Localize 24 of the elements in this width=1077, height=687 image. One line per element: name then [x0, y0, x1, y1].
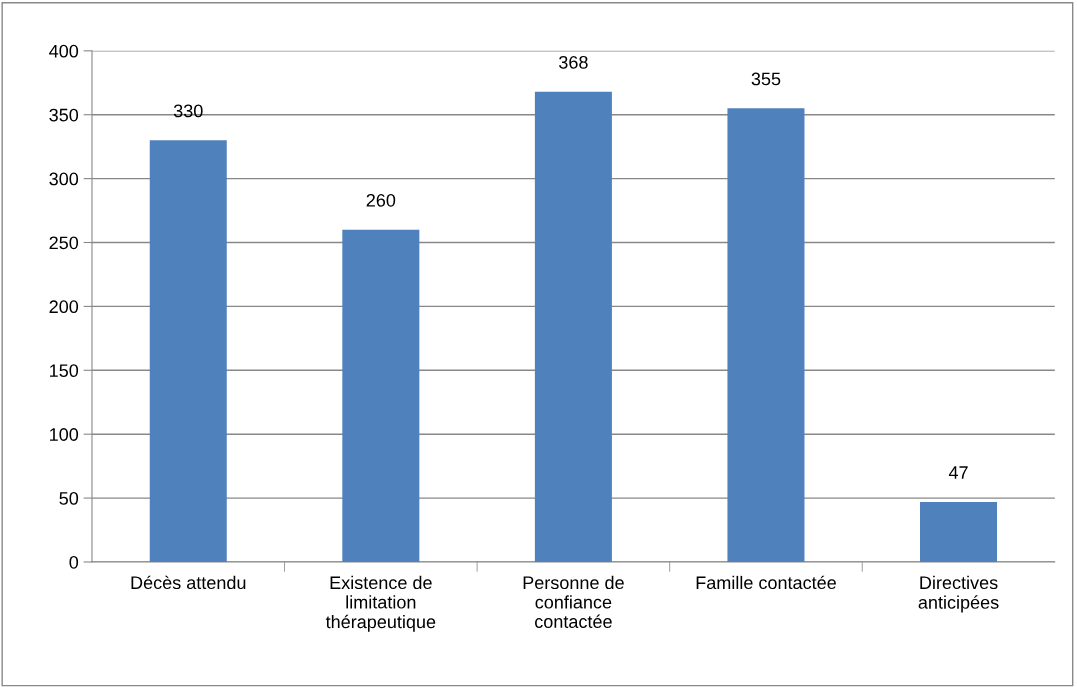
- data-label: 260: [366, 193, 396, 207]
- bar: [534, 91, 612, 562]
- y-tick-label: 200: [49, 300, 79, 314]
- y-tick-label: 400: [49, 44, 79, 58]
- data-label: 355: [751, 72, 781, 86]
- bar: [342, 229, 420, 562]
- y-tick-label: 150: [50, 364, 79, 378]
- data-label: 368: [559, 55, 588, 69]
- data-label: 47: [948, 466, 968, 479]
- data-label: 330: [173, 104, 203, 118]
- x-tick-label: Existence de limitation thérapeutique: [325, 575, 436, 632]
- y-tick-label: 350: [49, 108, 79, 122]
- x-tick-label: Famille contactée: [696, 575, 836, 590]
- bar: [920, 501, 998, 562]
- y-tick-label: 250: [49, 236, 79, 250]
- bar: [149, 140, 227, 562]
- x-tick-label: Décès attendu: [131, 575, 246, 590]
- y-tick-label: 50: [59, 492, 79, 505]
- y-tick-label: 300: [49, 172, 79, 186]
- x-tick-label: Directives anticipées: [918, 575, 999, 613]
- y-tick-label: 100: [50, 428, 79, 441]
- y-tick-label: 0: [69, 555, 79, 569]
- x-tick-label: Personne de confiance contactée: [523, 575, 624, 629]
- bar: [727, 108, 805, 562]
